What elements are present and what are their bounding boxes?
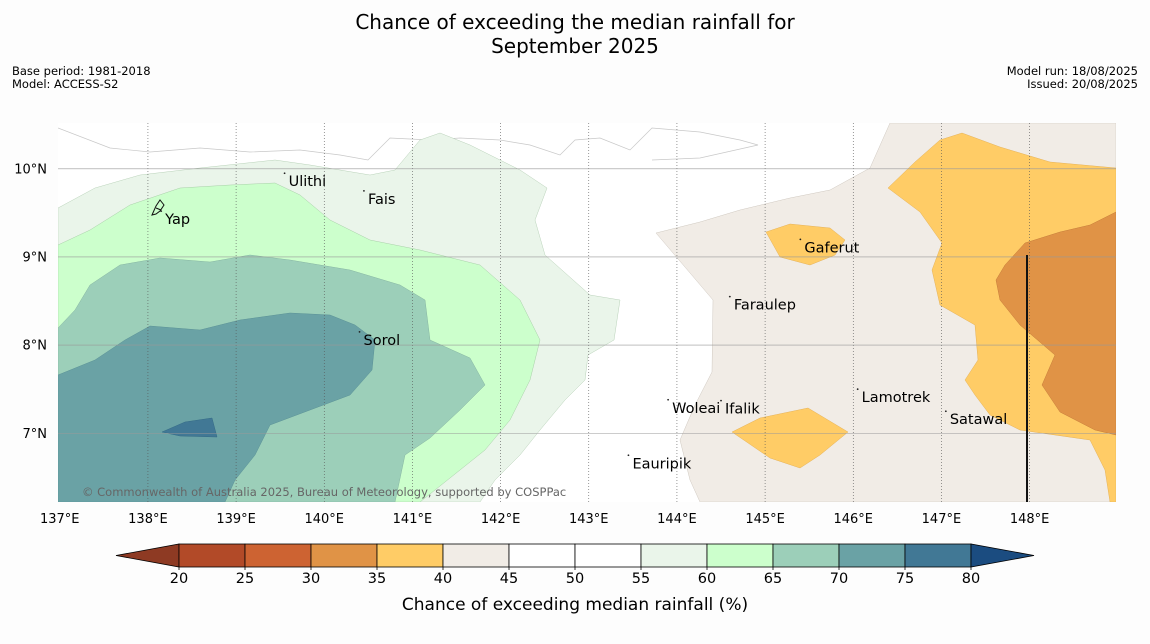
- colorbar-tick-label: 45: [500, 571, 518, 587]
- colorbar-tick-label: 40: [434, 571, 452, 587]
- colorbar-segment: [904, 543, 972, 568]
- copyright-notice: © Commonwealth of Australia 2025, Bureau…: [82, 485, 566, 499]
- colorbar-segment: [310, 543, 378, 568]
- colorbar-tick-label: 55: [632, 571, 650, 587]
- place-label: Ifalik: [725, 402, 760, 418]
- colorbar-tick-label: 20: [170, 571, 188, 587]
- lon-tick-label: 146°E: [833, 512, 873, 527]
- colorbar-label: Chance of exceeding median rainfall (%): [402, 595, 748, 615]
- region-35-40-ifalik: [731, 407, 849, 469]
- colorbar-tick-label: 75: [896, 571, 914, 587]
- issued-date: Issued: 20/08/2025: [1027, 77, 1138, 91]
- chart-title: Chance of exceeding the median rainfall …: [0, 10, 1150, 58]
- map-fill-layer: [58, 123, 1116, 502]
- lon-tick-label: 140°E: [304, 512, 344, 527]
- colorbar-tick-label: 65: [764, 571, 782, 587]
- place-marker: [283, 172, 286, 175]
- place-label: Ulithi: [289, 174, 327, 190]
- colorbar-segment: [772, 543, 840, 568]
- region-70-75: [58, 312, 376, 502]
- place-marker: [358, 330, 361, 333]
- place-marker: [799, 238, 802, 241]
- lon-tick-label: 145°E: [745, 512, 785, 527]
- colorbar-segment: [838, 543, 906, 568]
- colorbar-segment: [244, 543, 312, 568]
- place-marker: [160, 210, 163, 213]
- place-marker: [667, 398, 670, 401]
- lon-tick-label: 143°E: [569, 512, 609, 527]
- colorbar-low-extend: [115, 543, 180, 568]
- place-label: Gaferut: [804, 240, 859, 256]
- meta-right: Model run: 18/08/2025 Issued: 20/08/2025: [1007, 65, 1138, 91]
- lat-tick-label: 7°N: [23, 427, 48, 442]
- lon-tick-label: 144°E: [657, 512, 697, 527]
- lon-tick-label: 148°E: [1010, 512, 1050, 527]
- model-name: Model: ACCESS-S2: [12, 77, 119, 91]
- place-marker: [720, 399, 722, 402]
- lat-tick-label: 9°N: [23, 250, 48, 265]
- colorbar-tick-label: 25: [236, 571, 254, 587]
- colorbar-tick-label: 60: [698, 571, 716, 587]
- graticule: [58, 123, 1116, 502]
- place-label: Faraulep: [734, 298, 796, 314]
- colorbar-segment: [178, 543, 246, 568]
- lat-tick-label: 8°N: [23, 339, 48, 354]
- colorbar-tick-label: 80: [962, 571, 980, 587]
- colorbar-tick-label: 70: [830, 571, 848, 587]
- colorbar-tick-label: 35: [368, 571, 386, 587]
- meta-left: Base period: 1981-2018 Model: ACCESS-S2: [12, 65, 151, 91]
- lon-tick-label: 137°E: [40, 512, 80, 527]
- place-marker: [944, 410, 947, 413]
- place-labels: Ulithi Fais Yap Gaferut Faraulep Sorol Lamotre…: [160, 172, 1007, 472]
- colorbar: 20 25 30 35 40 45 50 55 60 65 70 75 80: [115, 543, 1035, 587]
- place-label: Woleai: [672, 401, 720, 417]
- model-run: Model run: 18/08/2025: [1006, 64, 1138, 78]
- colorbar-segment: [442, 543, 510, 568]
- region-35-40-gaferut: [765, 223, 846, 266]
- place-label: Sorol: [364, 333, 401, 349]
- yap-island-icon: [151, 199, 165, 216]
- colorbar-segment: [706, 543, 774, 568]
- lon-tick-label: 138°E: [128, 512, 168, 527]
- base-period: Base period: 1981-2018: [12, 64, 151, 78]
- lon-tick-label: 139°E: [216, 512, 256, 527]
- place-label: Satawal: [950, 412, 1007, 428]
- place-marker: [627, 454, 630, 457]
- place-marker: [856, 388, 859, 391]
- contour-outline: [58, 127, 759, 161]
- place-label: Lamotrek: [862, 390, 931, 406]
- title-line-2: September 2025: [491, 34, 659, 58]
- colorbar-segment: [640, 543, 708, 568]
- axis-labels: 137°E 138°E 139°E 140°E 141°E 142°E 143°E 144°E…: [14, 162, 1049, 527]
- colorbar-segment: [508, 543, 576, 568]
- place-label: Eauripik: [632, 456, 691, 472]
- place-label: Yap: [164, 212, 190, 228]
- lon-tick-label: 147°E: [922, 512, 962, 527]
- lon-tick-label: 142°E: [481, 512, 521, 527]
- colorbar-segment: [574, 543, 642, 568]
- place-marker: [728, 295, 731, 298]
- title-line-1: Chance of exceeding the median rainfall …: [355, 10, 795, 34]
- colorbar-segment: [376, 543, 444, 568]
- lat-tick-label: 10°N: [14, 162, 47, 177]
- region-75-80: [161, 417, 218, 438]
- colorbar-tick-label: 50: [566, 571, 584, 587]
- place-label: Fais: [368, 192, 395, 208]
- colorbar-tick-label: 30: [302, 571, 320, 587]
- place-marker: [363, 189, 365, 192]
- colorbar-high-extend: [970, 543, 1035, 568]
- lon-tick-label: 141°E: [393, 512, 433, 527]
